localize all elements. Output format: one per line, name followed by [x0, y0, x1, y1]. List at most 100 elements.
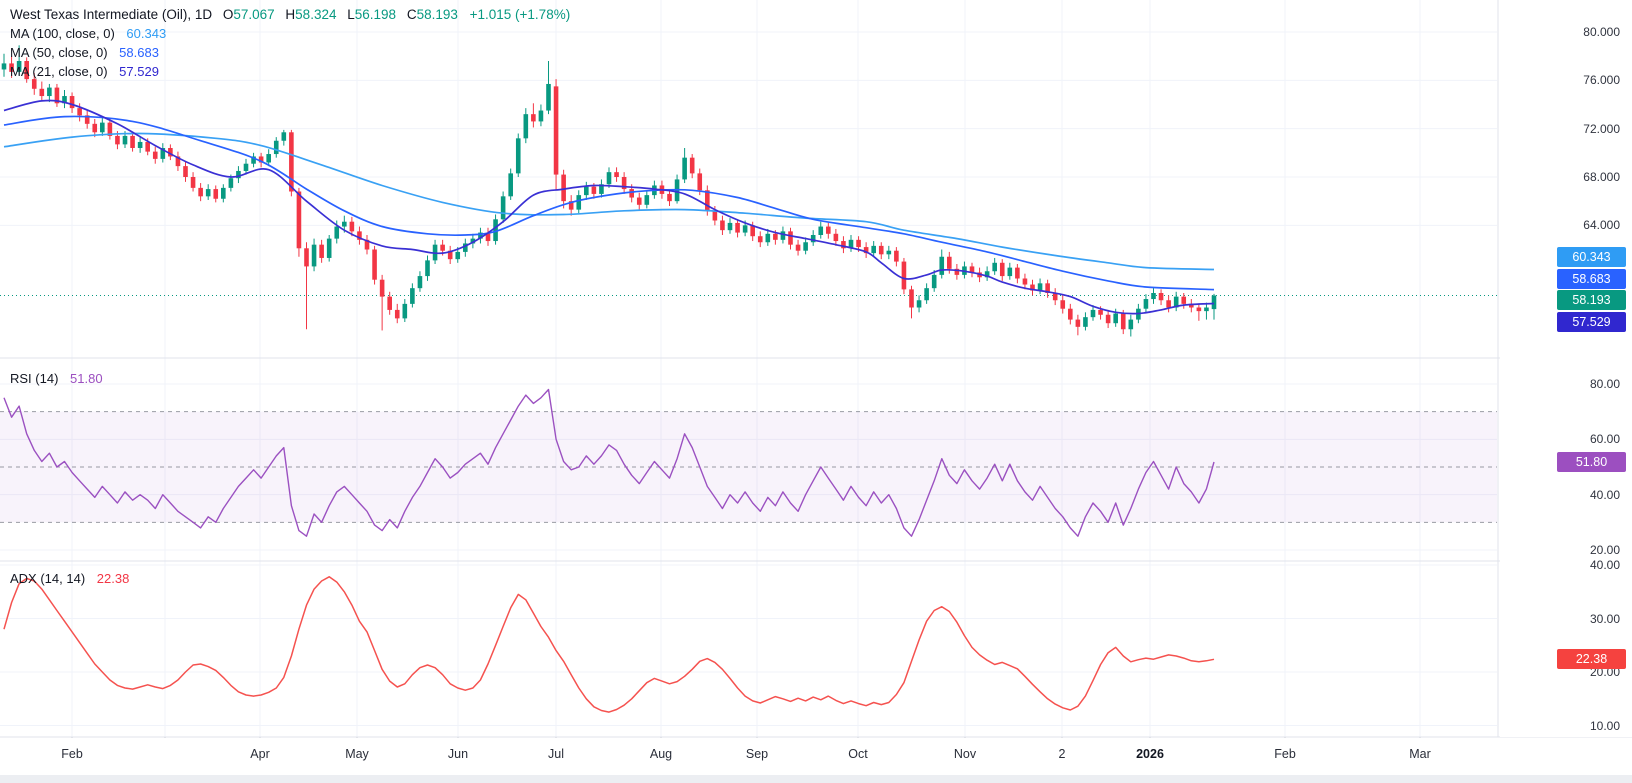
time-axis-label[interactable]: Feb [61, 747, 83, 761]
candle-body [803, 242, 808, 251]
candle-body [1045, 283, 1050, 293]
candle-body [750, 225, 755, 237]
candle-body [349, 221, 355, 232]
candle-body [168, 147, 173, 157]
candle-body [606, 172, 612, 185]
candle-body [1120, 313, 1126, 330]
candle-body [909, 289, 914, 308]
candle-body [984, 271, 990, 278]
candle-body [84, 115, 90, 124]
candle-body [326, 238, 332, 258]
candle-body [1166, 300, 1171, 308]
candle-body [546, 83, 551, 111]
candle-body [470, 238, 476, 244]
candle-body [205, 189, 211, 197]
candle-body [463, 243, 468, 252]
candle-body [863, 247, 869, 254]
candle-body [342, 221, 347, 227]
candle-body [584, 186, 589, 196]
candle-body [137, 141, 143, 148]
time-axis-label[interactable]: 2026 [1136, 747, 1164, 761]
candle-body [818, 226, 824, 235]
candle-body [894, 250, 899, 262]
price-badge-ma100: 60.343 [1557, 247, 1626, 267]
candle-body [947, 256, 952, 269]
candle-body [561, 174, 566, 202]
candle-body [115, 135, 120, 145]
time-axis-label[interactable]: Oct [848, 747, 868, 761]
candle-body [916, 300, 922, 308]
price-axis[interactable]: 80.000 76.000 72.000 68.000 64.000 80.00 60.00… [1500, 0, 1632, 737]
candle-body [1143, 299, 1149, 309]
candle-body [735, 222, 740, 233]
candle-body [100, 122, 105, 133]
rsi-tick-label: 80.00 [1589, 377, 1620, 391]
candle-body [833, 233, 839, 242]
candle-body [1158, 292, 1164, 301]
candle-body [667, 193, 672, 202]
time-axis-label[interactable]: Jul [548, 747, 564, 761]
rsi-tick-label: 40.00 [1589, 487, 1620, 502]
candle-body [152, 151, 158, 159]
candle-body [871, 245, 876, 254]
price-tick-label: 76.000 [1583, 73, 1620, 88]
rsi-value-badge: 51.80 [1557, 452, 1626, 473]
time-axis-label[interactable]: May [345, 747, 369, 761]
candlestick-pane[interactable] [0, 0, 1497, 358]
time-axis-label[interactable]: Aug [649, 747, 673, 761]
candle-body [826, 226, 831, 234]
candle-body [62, 96, 67, 104]
candle-body [1211, 295, 1217, 310]
candle-body [289, 132, 294, 192]
rsi-pane[interactable] [0, 358, 1497, 561]
time-axis-label[interactable]: 2 [1058, 747, 1066, 761]
candle-body [773, 233, 778, 240]
candle-body [251, 156, 256, 164]
adx-tick-label: 30.00 [1589, 611, 1620, 626]
candle-body [515, 138, 521, 174]
candle-body [319, 244, 324, 258]
candle-body [629, 189, 634, 198]
ma50-line [3, 115, 1215, 291]
time-axis-label[interactable]: Feb [1274, 747, 1296, 761]
candle-body [493, 219, 498, 242]
candle-body [886, 250, 892, 255]
candle-body [221, 187, 226, 199]
candle-body [939, 256, 945, 275]
time-axis-label[interactable]: Nov [953, 747, 977, 761]
candle-body [296, 191, 302, 249]
bottom-scroll-strip [0, 775, 1632, 783]
candle-body [856, 239, 861, 248]
candle-body [636, 197, 642, 205]
candle-body [924, 288, 929, 301]
candle-body [175, 156, 181, 167]
candle-body [160, 147, 166, 159]
time-axis-label[interactable]: Jun [447, 747, 469, 761]
candle-body [553, 86, 559, 175]
candle-body [788, 231, 793, 245]
candle-body [478, 232, 483, 239]
time-axis-label[interactable]: Apr [250, 747, 270, 761]
adx-tick-label: 10.00 [1589, 718, 1620, 733]
candle-body [47, 87, 52, 97]
price-tick-label: 80.000 [1583, 25, 1620, 39]
candle-body [1189, 303, 1194, 308]
adx-pane[interactable] [0, 561, 1497, 737]
rsi-tick-label: 20.00 [1589, 543, 1620, 557]
candle-body [576, 195, 582, 210]
time-axis-label[interactable]: Sep [745, 747, 769, 761]
candle-body [1090, 309, 1096, 318]
candle-body [198, 187, 203, 197]
candle-body [334, 226, 340, 239]
candle-body [228, 178, 234, 188]
candle-body [1037, 283, 1043, 291]
time-axis-label[interactable]: Mar [1409, 747, 1431, 761]
candle-body [644, 195, 650, 205]
candle-body [689, 157, 695, 174]
candle-body [1128, 319, 1134, 330]
candle-body [878, 245, 884, 255]
candle-body [485, 232, 491, 242]
time-axis[interactable]: Feb Apr May Jun Jul Aug Sep Oct Nov 2 2026 Feb Mar [0, 738, 1632, 775]
